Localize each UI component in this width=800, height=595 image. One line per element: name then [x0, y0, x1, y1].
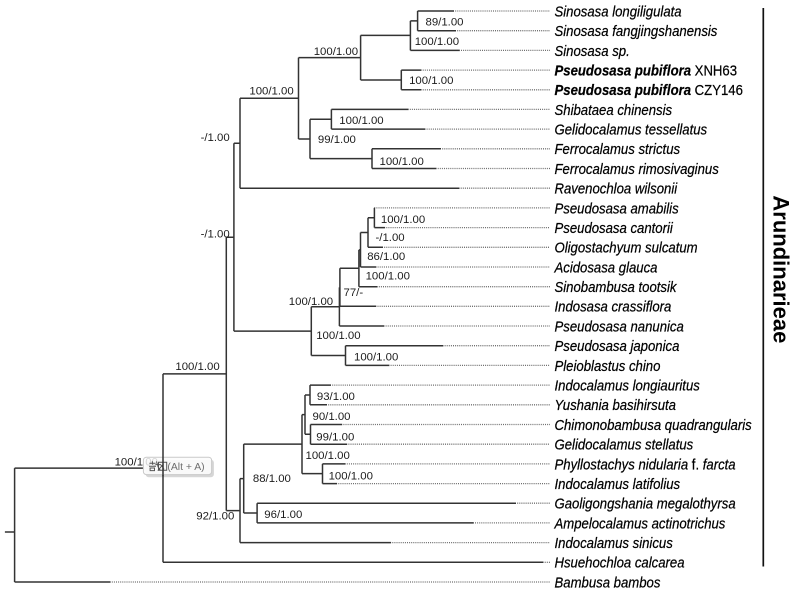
svg-text:Yushania basihirsuta: Yushania basihirsuta	[555, 397, 677, 414]
svg-text:Oligostachyum sulcatum: Oligostachyum sulcatum	[555, 239, 698, 256]
svg-text:96/1.00: 96/1.00	[264, 509, 302, 521]
svg-text:Ferrocalamus strictus: Ferrocalamus strictus	[555, 141, 681, 158]
svg-text:Indocalamus latifolius: Indocalamus latifolius	[555, 475, 681, 492]
svg-text:90/1.00: 90/1.00	[313, 411, 351, 423]
svg-text:Chimonobambusa quadrangularis: Chimonobambusa quadrangularis	[555, 416, 752, 433]
svg-text:-/1.00: -/1.00	[201, 229, 230, 241]
svg-text:86/1.00: 86/1.00	[367, 251, 405, 263]
svg-text:93/1.00: 93/1.00	[317, 391, 355, 403]
svg-text:Arundinarieae: Arundinarieae	[769, 195, 794, 343]
svg-text:100/1: 100/1	[115, 457, 144, 469]
svg-text:100/1.00: 100/1.00	[289, 296, 333, 308]
svg-text:Sinosasa sp.: Sinosasa sp.	[555, 42, 630, 59]
svg-text:100/1.00: 100/1.00	[316, 330, 360, 342]
svg-text:Pseudosasa pubiflora XNH63: Pseudosasa pubiflora XNH63	[555, 62, 738, 79]
svg-text:Ampelocalamus actinotrichus: Ampelocalamus actinotrichus	[554, 515, 726, 532]
svg-text:Ferrocalamus rimosivaginus: Ferrocalamus rimosivaginus	[555, 160, 719, 177]
svg-text:100/1.00: 100/1.00	[409, 75, 453, 87]
svg-text:100/1.00: 100/1.00	[415, 36, 459, 48]
svg-text:Sinobambusa tootsik: Sinobambusa tootsik	[555, 278, 678, 295]
svg-text:Sinosasa longiligulata: Sinosasa longiligulata	[555, 3, 682, 20]
svg-text:Acidosasa glauca: Acidosasa glauca	[554, 259, 658, 276]
svg-text:Hsuehochloa calcarea: Hsuehochloa calcarea	[555, 554, 685, 571]
svg-text:00: 00	[145, 456, 158, 468]
svg-text:Indosasa crassiflora: Indosasa crassiflora	[555, 298, 672, 315]
svg-text:Phyllostachys nidularia f. far: Phyllostachys nidularia f. farcta	[555, 456, 736, 473]
svg-text:100/1.00: 100/1.00	[314, 46, 358, 58]
svg-text:92/1.00: 92/1.00	[196, 511, 234, 523]
svg-text:Ravenochloa wilsonii: Ravenochloa wilsonii	[555, 180, 679, 197]
svg-text:100/1.00: 100/1.00	[249, 86, 293, 98]
svg-text:Bambusa bambos: Bambusa bambos	[555, 574, 661, 591]
svg-text:Sinosasa fangjingshanensis: Sinosasa fangjingshanensis	[555, 22, 718, 39]
svg-text:100/1.00: 100/1.00	[306, 450, 350, 462]
svg-text:Gelidocalamus stellatus: Gelidocalamus stellatus	[555, 436, 694, 453]
svg-text:Pseudosasa pubiflora CZY146: Pseudosasa pubiflora CZY146	[555, 82, 744, 99]
svg-text:77/-: 77/-	[344, 287, 364, 299]
svg-text:Gaoligongshania megalothyrsa: Gaoligongshania megalothyrsa	[555, 495, 736, 512]
svg-text:99/1.00: 99/1.00	[316, 432, 354, 444]
svg-text:100/1.00: 100/1.00	[380, 156, 424, 168]
svg-text:100/1.00: 100/1.00	[175, 361, 219, 373]
svg-text:Shibataea chinensis: Shibataea chinensis	[555, 101, 673, 118]
svg-text:Pseudosasa amabilis: Pseudosasa amabilis	[555, 200, 679, 217]
svg-text:Gelidocalamus tessellatus: Gelidocalamus tessellatus	[555, 121, 708, 138]
svg-text:100/1.00: 100/1.00	[381, 214, 425, 226]
svg-text:100/1.00: 100/1.00	[366, 270, 410, 282]
svg-text:100/1.00: 100/1.00	[354, 351, 398, 363]
svg-text:Pseudosasa japonica: Pseudosasa japonica	[555, 337, 680, 354]
svg-text:-/1.00: -/1.00	[201, 132, 230, 144]
svg-text:100/1.00: 100/1.00	[339, 115, 383, 127]
svg-text:Indocalamus sinicus: Indocalamus sinicus	[555, 534, 673, 551]
svg-text:Pseudosasa nanunica: Pseudosasa nanunica	[555, 318, 685, 335]
svg-text:Pseudosasa cantorii: Pseudosasa cantorii	[555, 219, 674, 236]
svg-text:89/1.00: 89/1.00	[426, 17, 464, 29]
svg-text:100/1.00: 100/1.00	[329, 471, 373, 483]
svg-text:Pleioblastus chino: Pleioblastus chino	[555, 357, 661, 374]
svg-text:-/1.00: -/1.00	[376, 232, 405, 244]
svg-text:88/1.00: 88/1.00	[253, 473, 291, 485]
svg-text:99/1.00: 99/1.00	[318, 134, 356, 146]
svg-text:Indocalamus longiauritus: Indocalamus longiauritus	[555, 377, 700, 394]
svg-text:(Alt + A): (Alt + A)	[167, 462, 204, 473]
